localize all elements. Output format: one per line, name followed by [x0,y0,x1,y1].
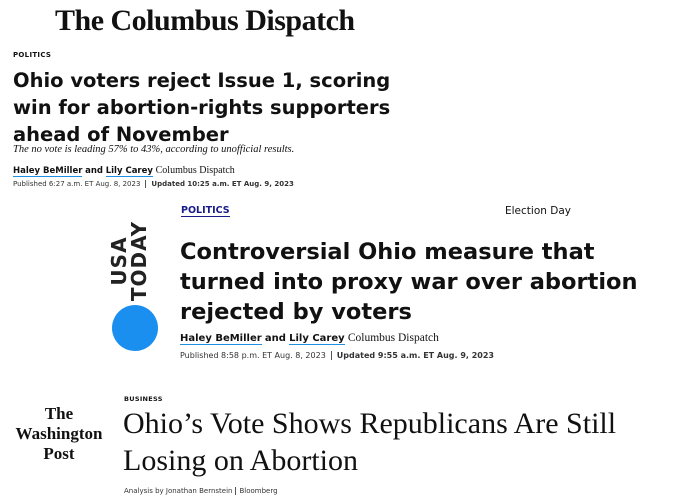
authors: Haley BeMiller and Lily Carey Columbus D… [13,165,235,177]
authors: Haley BeMiller and Lily Carey Columbus D… [180,332,439,345]
byline-source: Bloomberg [235,487,278,495]
dateline: Published 8:58 p.m. ET Aug. 8, 2023 Updat… [180,351,494,360]
affiliation: Columbus Dispatch [155,165,235,176]
published: Published 8:58 p.m. ET Aug. 8, 2023 [180,351,326,360]
byline-author: Analysis by Jonathan Bernstein [124,487,233,495]
author-link[interactable]: Haley BeMiller [180,333,262,345]
author-link[interactable]: Lily Carey [105,166,153,177]
byline: Analysis by Jonathan Bernstein Bloomberg [124,487,278,495]
headline: Controversial Ohio measure that turned i… [180,239,638,325]
conjunction: and [264,333,286,344]
dateline: Published 6:27 a.m. ET Aug. 8, 2023 Updat… [13,180,294,188]
section: BUSINESS [124,395,163,403]
headline: Ohio voters reject Issue 1, scoring win … [13,69,391,146]
tag: Election Day [505,205,571,217]
updated: Updated 9:55 a.m. ET Aug. 9, 2023 [330,351,494,360]
logo-circle [112,305,158,351]
logo-line: Washington [15,424,103,443]
masthead: The Columbus Dispatch [55,4,355,37]
updated: Updated 10:25 a.m. ET Aug. 9, 2023 [145,180,294,188]
logo: The Washington Post [4,404,114,464]
logo-line: Post [43,444,75,463]
section: POLITICS [13,51,52,59]
author-link[interactable]: Lily Carey [289,333,345,345]
affiliation: Columbus Dispatch [347,332,439,344]
subhead: The no vote is leading 57% to 43%, accor… [13,144,295,155]
section-link[interactable]: POLITICS [181,205,230,217]
author-link[interactable]: Haley BeMiller [13,166,83,177]
logo-line: The [44,404,74,423]
conjunction: and [85,166,104,176]
headline: Ohio’s Vote Shows Republicans Are Still … [123,407,617,477]
published: Published 6:27 a.m. ET Aug. 8, 2023 [13,180,141,188]
